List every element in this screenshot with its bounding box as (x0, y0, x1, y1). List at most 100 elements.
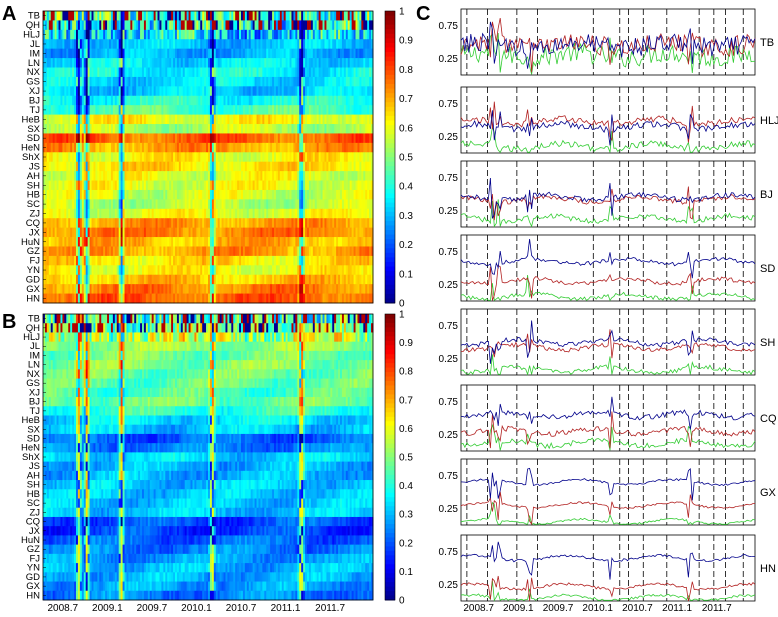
heat-cell (367, 180, 370, 191)
heat-cell (147, 58, 151, 68)
heat-cell (369, 133, 372, 144)
heat-cell (328, 20, 331, 31)
heat-cell (326, 133, 329, 144)
heat-cell (307, 218, 310, 229)
heat-cell (338, 58, 341, 68)
heat-cell (153, 58, 156, 68)
heat-cell (277, 180, 281, 191)
heat-cell (155, 114, 158, 125)
heat-cell (248, 114, 252, 125)
heat-cell (270, 161, 273, 172)
heat-cell (244, 255, 248, 266)
heat-cell (165, 86, 168, 97)
heat-cell (223, 237, 226, 247)
heat-cell (149, 208, 153, 219)
heat-cell (208, 86, 211, 97)
heat-cell (248, 11, 252, 21)
heat-cell (336, 48, 339, 59)
heat-cell (116, 246, 120, 257)
heat-cell (155, 171, 158, 181)
heat-cell (163, 58, 166, 68)
heat-cell (363, 105, 366, 116)
heat-cell (312, 171, 316, 181)
heat-cell (103, 218, 106, 229)
heat-cell (62, 274, 65, 285)
heat-cell (279, 189, 283, 200)
heat-cell (70, 180, 73, 191)
heat-cell (231, 114, 234, 125)
heat-cell (76, 189, 79, 200)
heat-cell (301, 29, 304, 40)
heat-cell (175, 114, 178, 125)
heat-cell (44, 39, 48, 50)
heat-cell (116, 208, 120, 219)
heat-cell (128, 105, 131, 116)
heat-cell (260, 48, 263, 59)
heat-cell (204, 39, 207, 50)
heat-cell (239, 237, 242, 247)
heat-cell (215, 218, 219, 229)
heat-cell (347, 95, 351, 106)
heat-cell (58, 29, 61, 40)
heat-cell (194, 58, 197, 68)
heat-cell (246, 95, 250, 106)
heat-cell (85, 105, 89, 116)
heat-cell (211, 67, 215, 78)
heat-cell (169, 58, 172, 68)
heat-cell (60, 48, 63, 59)
heat-cell (297, 189, 300, 200)
heat-cell (153, 142, 156, 153)
heat-cell (365, 152, 368, 163)
heat-cell (157, 237, 160, 247)
heat-cell (79, 95, 83, 106)
heat-cell (312, 48, 316, 59)
heat-cell (175, 152, 178, 163)
heat-cell (124, 265, 127, 276)
heat-cell (105, 95, 108, 106)
heat-cell (303, 199, 306, 210)
heat-cell (50, 265, 54, 276)
heat-cell (180, 133, 184, 144)
heat-cell (256, 227, 259, 238)
heat-cell (287, 105, 290, 116)
heat-cell (112, 29, 116, 40)
heat-cell (204, 29, 207, 40)
heat-cell (225, 95, 228, 106)
heat-cell (120, 58, 123, 68)
heat-cell (182, 255, 186, 266)
heat-cell (221, 48, 224, 59)
heat-cell (182, 189, 186, 200)
heat-cell (200, 171, 203, 181)
heat-cell (101, 67, 104, 78)
heat-cell (52, 237, 56, 247)
heat-cell (299, 114, 302, 125)
heat-cell (165, 20, 168, 31)
heat-cell (176, 133, 180, 144)
heat-cell (287, 152, 290, 163)
heat-cell (231, 237, 234, 247)
heat-cell (246, 76, 250, 87)
heat-cell (312, 58, 316, 68)
heat-cell (359, 265, 362, 276)
heat-cell (242, 133, 246, 144)
heat-cell (126, 29, 129, 40)
heat-cell (310, 208, 314, 219)
heat-cell (140, 39, 143, 50)
heat-cell (126, 265, 129, 276)
heat-cell (308, 161, 312, 172)
heat-cell (165, 171, 168, 181)
heat-cell (147, 105, 151, 116)
heat-cell (272, 39, 275, 50)
heat-cell (103, 105, 106, 116)
heat-cell (101, 227, 104, 238)
heat-cell (182, 246, 186, 257)
heat-cell (363, 95, 366, 106)
heat-cell (180, 11, 184, 21)
heat-cell (223, 133, 226, 144)
heat-cell (272, 208, 275, 219)
heat-cell (239, 29, 242, 40)
heat-cell (176, 208, 180, 219)
heat-cell (283, 171, 287, 181)
heat-cell (124, 152, 127, 163)
